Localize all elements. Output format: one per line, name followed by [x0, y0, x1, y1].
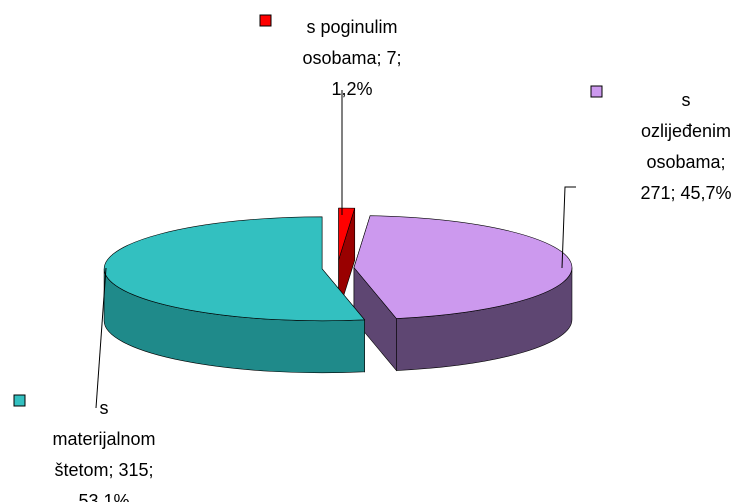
legend-swatch: [13, 394, 26, 407]
slice-top: [353, 215, 573, 319]
slice-top: [338, 207, 356, 261]
slice: [353, 215, 573, 372]
data-label: 53,1%: [78, 491, 129, 502]
slice: [338, 207, 356, 313]
data-label: 271; 45,7%: [640, 183, 731, 203]
data-label: materijalnom: [52, 429, 155, 449]
data-label: s poginulim: [306, 17, 397, 37]
data-label: 1,2%: [331, 79, 372, 99]
data-label: ozlijeđenim: [641, 121, 731, 141]
data-label: s: [682, 90, 691, 110]
data-label: osobama; 7;: [302, 48, 401, 68]
pie: [103, 207, 573, 374]
leader-line: [561, 186, 576, 269]
legend-swatch: [590, 85, 603, 98]
data-label: štetom; 315;: [54, 460, 153, 480]
labels: s poginulim osobama; 7; 1,2% s ozlijeđenim os…: [13, 14, 732, 502]
leader-line: [95, 267, 107, 409]
data-label: s: [100, 398, 109, 418]
data-label: osobama;: [646, 152, 725, 172]
slice: [103, 216, 366, 374]
legend-swatch: [259, 14, 272, 27]
